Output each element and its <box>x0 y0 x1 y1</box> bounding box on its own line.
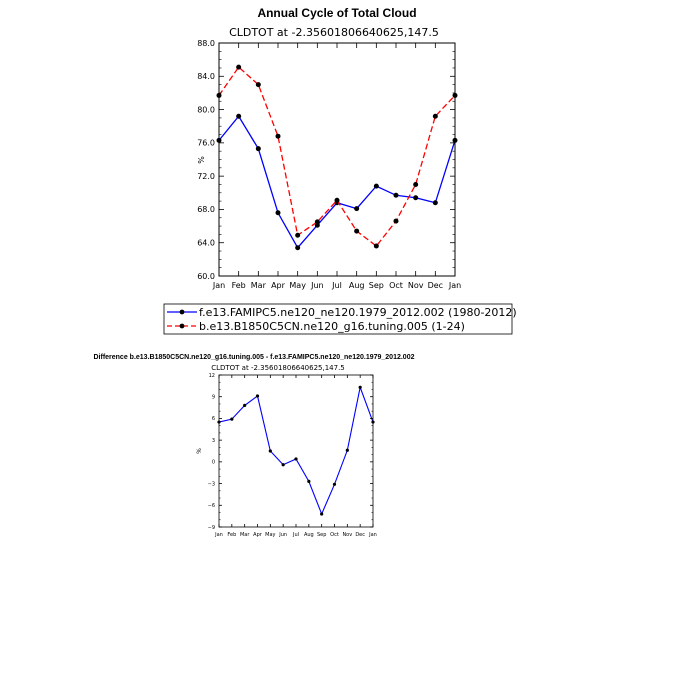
chart1-series-2-point <box>393 218 399 224</box>
chart1-plot-frame <box>218 42 456 277</box>
chart1-ytick-label: 68.0 <box>197 205 215 214</box>
chart1-series-2-point <box>413 181 419 187</box>
chart2-series-1-point <box>294 457 298 461</box>
chart2-ytick-label: −3 <box>208 481 215 487</box>
chart1-legend: f.e13.FAMIPC5.ne120_ne120.1979_2012.002 … <box>163 303 517 335</box>
legend-label-series-2: b.e13.B1850C5CN.ne120_g16.tuning.005 (1-… <box>199 320 465 333</box>
chart2-series-1-point <box>281 463 285 467</box>
chart2-series-1-point <box>332 482 337 486</box>
chart2-ytick-label: 6 <box>212 416 215 422</box>
chart2-xtick-label: May <box>265 532 275 538</box>
chart2-xtick-label: Sep <box>317 532 326 538</box>
chart2-xtick-label: Mar <box>240 532 250 538</box>
chart2-xtick-label: Jul <box>292 532 299 538</box>
chart1-series-2-point <box>236 64 242 70</box>
chart2-series-1-point <box>268 449 272 453</box>
chart1-ytick-label: 72.0 <box>197 172 215 181</box>
chart1-xtick-label: Jun <box>310 281 324 290</box>
chart1-xtick-label: Mar <box>251 281 267 290</box>
legend-marker-series-1 <box>179 309 185 315</box>
chart1-xtick-label: Feb <box>232 281 246 290</box>
chart1-series-1-point <box>432 200 438 206</box>
chart1-xtick-label: Jan <box>212 281 225 290</box>
chart1-ytick-label: 64.0 <box>197 239 215 248</box>
chart2-series-1-point <box>307 479 311 483</box>
chart2-ytick-label: 12 <box>209 373 215 379</box>
legend-frame <box>163 303 513 335</box>
chart1-series-1-point <box>255 146 261 152</box>
chart2-series-1-point <box>243 403 247 407</box>
chart1-ylabel: % <box>197 156 206 164</box>
chart1-series-1-point <box>236 113 242 119</box>
chart1-ytick-label: 84.0 <box>197 72 215 81</box>
chart2-plot-frame <box>218 374 374 528</box>
chart2-series-1-point <box>320 512 324 516</box>
chart1-xtick-label: Aug <box>349 281 365 290</box>
chart1-series-2-point <box>314 219 320 225</box>
chart2-ytick-label: 3 <box>212 438 215 444</box>
chart1-xtick-label: Dec <box>428 281 443 290</box>
legend-marker-series-2 <box>179 323 185 329</box>
chart1-series-1-point <box>413 195 419 201</box>
chart2-subtitle: CLDTOT at -2.35601806640625,147.5 <box>211 364 345 372</box>
chart1-xtick-label: Jul <box>331 281 342 290</box>
chart2-xtick-label: Apr <box>253 532 263 538</box>
chart1-series-1-point <box>295 245 301 251</box>
chart1-xtick-label: Jan <box>448 281 461 290</box>
chart1-ytick-label: 88.0 <box>197 39 215 48</box>
chart2-xtick-label: Feb <box>227 532 236 538</box>
chart2-xtick-label: Nov <box>342 532 352 538</box>
chart1-series-2-point <box>334 197 340 203</box>
annual-cycle-chart: Annual Cycle of Total Cloud CLDTOT at -2… <box>197 6 461 290</box>
chart1-series-1-point <box>393 192 399 198</box>
chart1-series-2-point <box>275 133 281 139</box>
chart1-xtick-label: Sep <box>369 281 384 290</box>
chart2-series-1-point <box>345 448 349 452</box>
chart1-series-2-point <box>432 113 438 119</box>
chart2-ylabel: % <box>196 448 203 454</box>
chart2-series-1-point <box>255 394 260 398</box>
chart1-series-2-line <box>218 66 456 247</box>
chart1-series-2-point <box>255 82 261 88</box>
chart2-xtick-label: Jan <box>214 532 223 538</box>
chart1-series-1-point <box>373 183 379 189</box>
chart2-title: Difference b.e13.B1850C5CN.ne120_g16.tun… <box>93 354 414 361</box>
chart2-ytick-label: −6 <box>208 503 215 509</box>
chart2-series-1-point <box>358 385 362 389</box>
legend-label-series-1: f.e13.FAMIPC5.ne120_ne120.1979_2012.002 … <box>199 306 517 319</box>
chart1-ytick-label: 60.0 <box>197 272 215 281</box>
chart2-xtick-label: Oct <box>330 532 339 538</box>
chart2-series-1-point <box>230 417 234 421</box>
chart1-title: Annual Cycle of Total Cloud <box>257 6 416 20</box>
chart1-series-1-point <box>275 210 281 216</box>
chart2-xtick-label: Dec <box>355 532 365 538</box>
chart2-ytick-label: 9 <box>212 394 215 400</box>
chart2-ytick-label: 0 <box>212 460 215 466</box>
chart1-series-2-point <box>373 243 379 249</box>
chart1-series-2-point <box>295 232 301 238</box>
chart1-ytick-label: 76.0 <box>197 139 215 148</box>
chart1-xtick-label: Nov <box>408 281 424 290</box>
chart2-ytick-label: −9 <box>208 525 215 531</box>
chart1-ytick-label: 80.0 <box>197 105 215 114</box>
chart1-xtick-label: May <box>289 281 306 290</box>
chart2-series-1-line <box>218 385 374 516</box>
chart1-xtick-label: Oct <box>389 281 403 290</box>
chart1-subtitle: CLDTOT at -2.35601806640625,147.5 <box>229 26 439 39</box>
chart2-xtick-label: Jun <box>278 532 287 538</box>
chart1-series-2-point <box>354 228 360 234</box>
chart1-xtick-label: Apr <box>271 281 286 290</box>
chart2-xtick-label: Aug <box>304 532 314 538</box>
chart2-xtick-label: Jan <box>368 532 377 538</box>
chart1-series-1-point <box>354 206 360 212</box>
difference-chart: Difference b.e13.B1850C5CN.ne120_g16.tun… <box>93 354 414 538</box>
chart1-series-1-line <box>218 115 456 249</box>
